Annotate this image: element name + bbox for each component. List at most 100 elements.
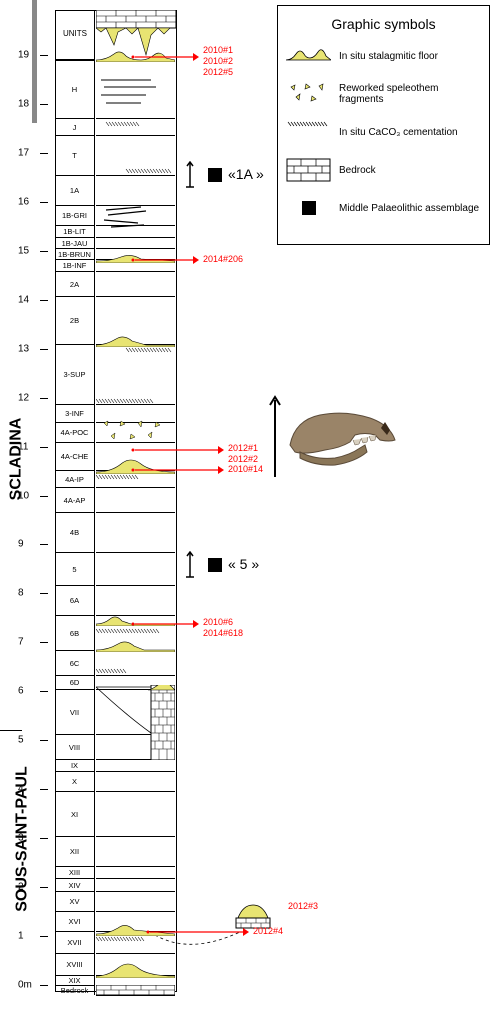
- unit-1B-INF: 1B-INF: [55, 259, 95, 271]
- scale-tick-label: 8: [18, 588, 24, 599]
- cement-3inf: [96, 398, 175, 406]
- unit-3-SUP: 3-SUP: [55, 344, 95, 404]
- unit-XI: XI: [55, 791, 95, 836]
- red-label: 2010#12010#22012#5: [203, 45, 233, 78]
- legend-label: Middle Palaeolithic assemblage: [339, 203, 479, 214]
- scale-tick-label: 17: [18, 147, 29, 158]
- fossil-image: [285, 400, 405, 480]
- legend-bedrock: Bedrock: [286, 158, 481, 182]
- legend-label: In situ CaCO₃ cementation: [339, 127, 458, 138]
- unit-4A-AP: 4A-AP: [55, 487, 95, 512]
- unit-H: H: [55, 60, 95, 118]
- label-1a: «1A »: [228, 166, 264, 182]
- unit-5: 5: [55, 552, 95, 585]
- scale-tick-label: 1: [18, 931, 24, 942]
- cement-t: [96, 168, 175, 178]
- bedrock-bottom: [96, 985, 175, 995]
- unit-4A-POC: 4A-POC: [55, 422, 95, 442]
- cement-j: [96, 118, 175, 136]
- section-sous-saint-paul: SOUS-SAINT-PAUL: [14, 766, 32, 911]
- legend-fragments: Reworked speleothem fragments: [286, 82, 481, 106]
- fossil-arrow: [265, 395, 285, 480]
- scale-tick-label: 14: [18, 294, 29, 305]
- scale-tick-label: 15: [18, 245, 29, 256]
- bedrock-vii: [96, 685, 175, 760]
- label-5: « 5 »: [228, 556, 259, 572]
- diagram-canvas: Graphic symbols In situ stalagmitic floo…: [0, 0, 500, 1018]
- unit-XIII: XIII: [55, 866, 95, 878]
- cement-6c: [96, 668, 175, 678]
- red-arrow: [130, 617, 205, 631]
- scale-tick-label: 5: [18, 735, 24, 746]
- unit-3-INF: 3-INF: [55, 404, 95, 422]
- red-arrow: [130, 463, 230, 477]
- unit-J: J: [55, 118, 95, 135]
- unit-IX: IX: [55, 759, 95, 771]
- depth-bar: [32, 0, 37, 15]
- red-label: 2012#4: [253, 926, 283, 937]
- unit-VII: VII: [55, 689, 95, 734]
- unit-2B: 2B: [55, 296, 95, 344]
- scale-tick-label: 18: [18, 98, 29, 109]
- unit-1B-LIT: 1B-LIT: [55, 225, 95, 237]
- unit-VIII: VIII: [55, 734, 95, 759]
- scale-tick-label: 9: [18, 539, 24, 550]
- red-label: 2014#206: [203, 254, 243, 265]
- section-divider: [0, 730, 22, 731]
- unit-XII: XII: [55, 836, 95, 866]
- legend-label: Bedrock: [339, 165, 376, 176]
- unit-4B: 4B: [55, 512, 95, 552]
- unit-1B-JAU: 1B-JAU: [55, 237, 95, 248]
- square-5: [208, 558, 222, 572]
- unit-4A-CHE: 4A-CHE: [55, 442, 95, 470]
- red-label: 2012#12012#2: [228, 443, 258, 465]
- unit-XVII: XVII: [55, 931, 95, 953]
- stalag-2b: [96, 333, 175, 347]
- legend-title: Graphic symbols: [286, 16, 481, 32]
- red-arrow: [130, 50, 205, 64]
- lines-1b: [96, 205, 175, 240]
- lines-h: [96, 75, 175, 115]
- assemblage-1a: [185, 161, 205, 189]
- red-label: 2010#62014#618: [203, 617, 243, 639]
- square-1a: [208, 168, 222, 182]
- stalag-xviii: [96, 960, 175, 978]
- scale-tick-label: 0m: [18, 980, 32, 991]
- unit-XVI: XVI: [55, 911, 95, 931]
- unit-1A: 1A: [55, 175, 95, 205]
- legend-cement: In situ CaCO₃ cementation: [286, 120, 481, 144]
- unit-T: T: [55, 135, 95, 175]
- unit-XV: XV: [55, 891, 95, 911]
- unit-6C: 6C: [55, 650, 95, 675]
- scale-tick-label: 12: [18, 392, 29, 403]
- unit-4A-IP: 4A-IP: [55, 470, 95, 487]
- scale-tick-label: 7: [18, 637, 24, 648]
- cement-3sup: [96, 347, 175, 357]
- unit-1B-BRUN: 1B-BRUN: [55, 248, 95, 259]
- red-arrow: [130, 443, 230, 457]
- unit-2A: 2A: [55, 271, 95, 296]
- unit-Bedrock: Bedrock: [55, 985, 95, 995]
- section-scladina: SCLADINA: [7, 418, 25, 501]
- unit-6A: 6A: [55, 585, 95, 615]
- unit-1B-GRI: 1B-GRI: [55, 205, 95, 225]
- unit-6B: 6B: [55, 615, 95, 650]
- unit-XIV: XIV: [55, 878, 95, 891]
- scale-tick-label: 19: [18, 50, 29, 61]
- unit-X: X: [55, 771, 95, 791]
- unit-6D: 6D: [55, 675, 95, 689]
- unit-XIX: XIX: [55, 975, 95, 985]
- red-label: 2012#3: [288, 901, 318, 912]
- legend-label: Reworked speleothem fragments: [339, 83, 481, 105]
- legend-stalag: In situ stalagmitic floor: [286, 44, 481, 68]
- assemblage-5: [185, 551, 205, 579]
- scale-tick-label: 16: [18, 196, 29, 207]
- red-arrow: [130, 253, 205, 267]
- red-label: 2010#14: [228, 464, 263, 475]
- red-arrow: [145, 925, 255, 939]
- stalag-6b2: [96, 638, 175, 652]
- scale-tick-label: 13: [18, 343, 29, 354]
- scale-tick-label: 6: [18, 686, 24, 697]
- legend-square: Middle Palaeolithic assemblage: [286, 196, 481, 220]
- unit-XVIII: XVIII: [55, 953, 95, 975]
